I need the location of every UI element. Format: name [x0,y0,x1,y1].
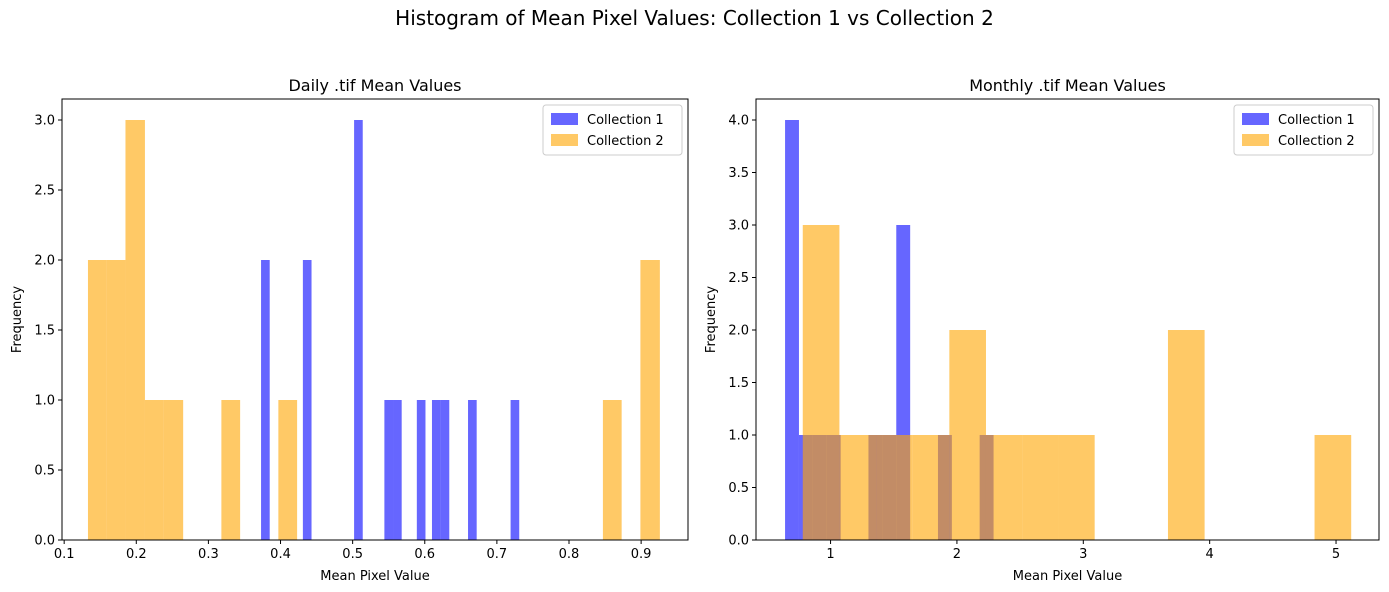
histogram-bar [384,400,394,540]
histogram-bar [1022,435,1059,540]
x-tick-label: 0.5 [342,547,363,562]
y-tick-label: 1.0 [34,394,55,409]
y-tick-label: 2.5 [34,184,55,199]
histogram-bar [416,400,426,540]
y-tick-label: 0.0 [34,534,55,549]
y-tick-label: 3.0 [728,219,749,234]
y-tick-label: 4.0 [728,114,749,129]
histogram-bar [125,120,145,540]
x-tick-label: 0.8 [559,547,580,562]
series-2-bars [87,120,660,540]
monthly-histogram-panel: 1 2 3 4 5 0.0 0.5 1.0 1.5 2.0 2.5 3.0 3.5 4.0 Monthly … [704,76,1380,584]
histogram-bar [912,435,950,540]
x-tick-label: 0.9 [631,547,652,562]
figure-title: Histogram of Mean Pixel Values: Collecti… [395,6,994,30]
panel-title: Monthly .tif Mean Values [969,76,1166,95]
legend: Collection 1 Collection 2 [542,104,683,156]
histogram-bar [302,260,312,540]
histogram-bar [985,435,1023,540]
y-tick-label: 1.5 [728,376,749,391]
x-tick-label: 1 [826,547,834,562]
legend-label-collection-2: Collection 2 [587,134,664,149]
x-tick-label: 2 [953,547,961,562]
daily-histogram-panel: 0.1 0.2 0.3 0.4 0.5 0.6 0.7 0.8 0.9 0.0 0.5 1.0 1.5 2… [10,76,689,584]
histogram-bar [640,260,660,540]
x-tick-label: 0.7 [487,547,508,562]
x-tick-label: 4 [1206,547,1214,562]
x-axis-label: Mean Pixel Value [320,569,429,584]
histogram-bar [802,225,840,540]
x-axis-label: Mean Pixel Value [1013,569,1122,584]
panel-title: Daily .tif Mean Values [288,76,461,95]
histogram-bar [106,260,126,540]
legend-swatch-collection-2 [551,134,578,146]
legend-swatch-collection-1 [551,113,578,125]
x-tick-label: 0.2 [126,547,147,562]
y-tick-label: 0.0 [728,534,749,549]
y-tick-label: 3.5 [728,166,749,181]
legend: Collection 1 Collection 2 [1233,104,1374,156]
y-tick-label: 2.0 [728,324,749,339]
y-tick-label: 2.5 [728,271,749,286]
axes-frame [61,98,689,541]
legend-swatch-collection-2 [1242,134,1269,146]
x-tick-label: 0.1 [54,547,75,562]
histogram-bar [839,435,877,540]
histogram-bar [431,400,441,540]
x-tick-label: 0.3 [198,547,219,562]
y-tick-label: 0.5 [34,464,55,479]
histogram-bar [393,400,402,540]
histogram-bar [510,400,520,540]
histogram-bar [261,260,270,540]
x-tick-label: 0.4 [270,547,291,562]
series-1-bars [261,120,520,540]
axes-frame [755,98,1380,541]
y-axis-label: Frequency [10,286,25,353]
histogram-bar [468,400,477,540]
histogram-bar [278,400,298,540]
histogram-bar [876,435,913,540]
histogram-bar [87,260,107,540]
series-2-bars [802,225,1352,540]
histogram-bar [440,400,450,540]
x-tick-label: 0.6 [414,547,435,562]
y-tick-label: 0.5 [728,481,749,496]
histogram-bar [949,330,986,540]
histogram-bar [1058,435,1095,540]
histogram-bar [221,400,241,540]
histogram-bar [602,400,622,540]
y-tick-label: 2.0 [34,254,55,269]
y-tick-label: 3.0 [34,114,55,129]
legend-label-collection-1: Collection 1 [587,113,664,128]
x-tick-label: 3 [1079,547,1087,562]
histogram-bar [354,120,363,540]
y-tick-label: 1.0 [728,429,749,444]
histogram-bar [1314,435,1352,540]
x-tick-label: 5 [1332,547,1340,562]
histogram-bar [1167,330,1205,540]
y-tick-label: 1.5 [34,324,55,339]
histogram-bar [785,120,799,540]
legend-label-collection-2: Collection 2 [1278,134,1355,149]
y-axis-label: Frequency [704,286,719,353]
legend-swatch-collection-1 [1242,113,1269,125]
histogram-bar [163,400,184,540]
legend-label-collection-1: Collection 1 [1278,113,1355,128]
histogram-bar [144,400,164,540]
